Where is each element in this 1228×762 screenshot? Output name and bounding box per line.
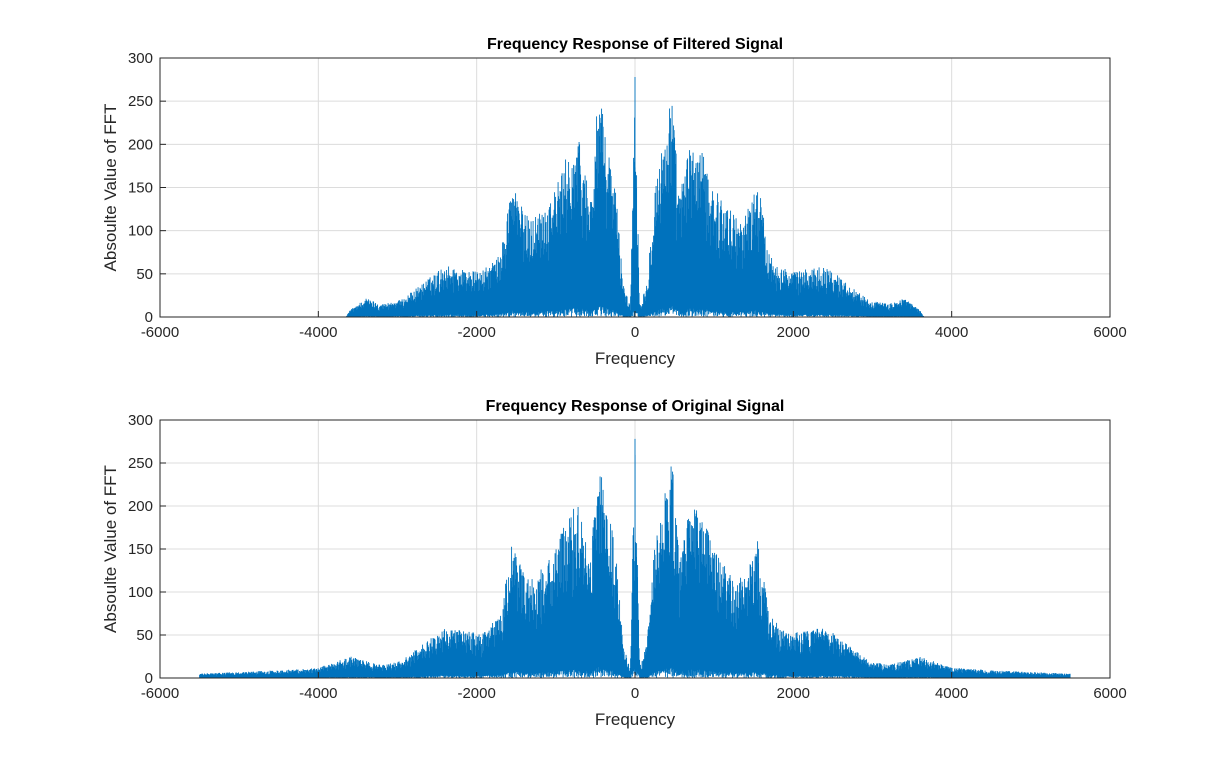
chart-title: Frequency Response of Original Signal [486,398,785,415]
y-tick-label: 150 [128,541,153,558]
y-tick-label: 50 [136,627,153,644]
x-tick-label: 4000 [935,324,968,341]
x-tick-label: -4000 [299,324,337,341]
y-tick-label: 150 [128,180,153,197]
x-tick-label: -6000 [141,685,179,702]
y-tick-label: 100 [128,223,153,240]
x-tick-label: 6000 [1093,685,1126,702]
x-tick-label: 4000 [935,685,968,702]
y-tick-label: 100 [128,584,153,601]
x-tick-label: 0 [631,685,639,702]
chart-original: -6000 -4000 -2000 0 2000 4000 6000 0 50 100 150 200… [101,398,1127,729]
series-line-original [199,438,1071,678]
ticks-original: -6000 -4000 -2000 0 2000 4000 6000 0 50 100 150 200… [128,412,1127,702]
y-tick-label: 0 [145,309,153,326]
x-tick-label: -6000 [141,324,179,341]
x-tick-label: -4000 [299,685,337,702]
y-axis-label: Absoulte Value of FFT [101,465,120,633]
ticks-filtered: -6000 -4000 -2000 0 2000 4000 6000 0 50 100 150 200… [128,50,1127,341]
x-axis-label: Frequency [595,710,676,729]
x-tick-label: -2000 [457,685,495,702]
chart-title: Frequency Response of Filtered Signal [487,36,783,53]
y-tick-label: 300 [128,412,153,429]
y-tick-label: 300 [128,50,153,67]
y-axis-label: Absoulte Value of FFT [101,104,120,272]
y-tick-label: 200 [128,136,153,153]
x-tick-label: 6000 [1093,324,1126,341]
x-tick-label: 0 [631,324,639,341]
x-tick-label: 2000 [777,685,810,702]
y-tick-label: 200 [128,498,153,515]
chart-filtered: -6000 -4000 -2000 0 2000 4000 6000 0 50 100 150 200… [101,36,1127,368]
x-tick-label: 2000 [777,324,810,341]
y-tick-label: 50 [136,266,153,283]
x-axis-label: Frequency [595,349,676,368]
y-tick-label: 250 [128,455,153,472]
y-tick-label: 0 [145,670,153,687]
series-line-filtered [199,76,1071,317]
y-tick-label: 250 [128,93,153,110]
x-tick-label: -2000 [457,324,495,341]
